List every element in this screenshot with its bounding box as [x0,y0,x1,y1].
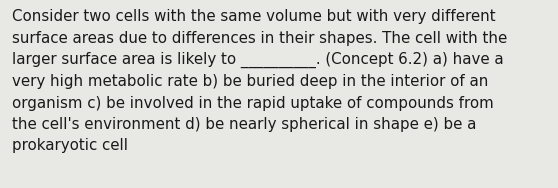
Text: Consider two cells with the same volume but with very different
surface areas du: Consider two cells with the same volume … [12,9,508,153]
